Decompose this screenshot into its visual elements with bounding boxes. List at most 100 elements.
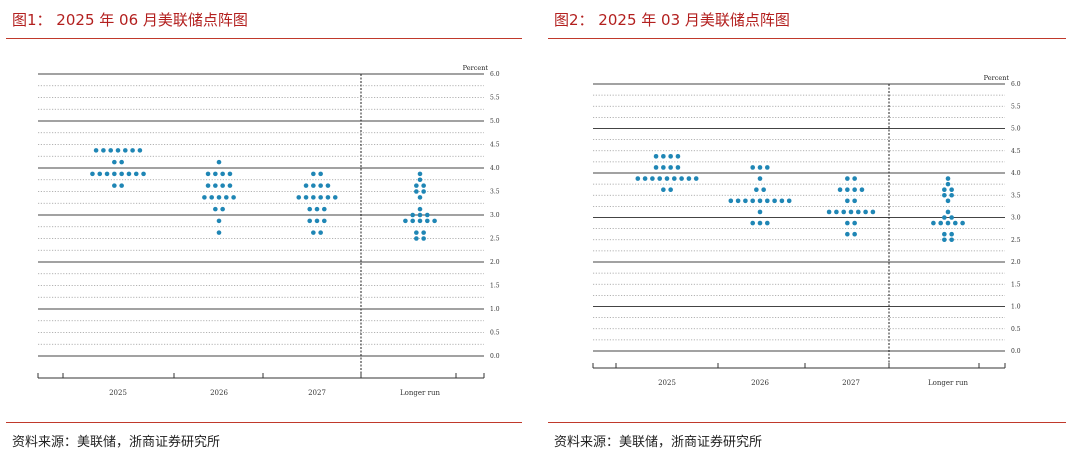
participant-dot — [945, 198, 951, 204]
participant-dot — [693, 176, 699, 181]
participant-dot — [772, 198, 777, 204]
x-tick-label: 2027 — [308, 389, 326, 397]
participant-dot — [205, 171, 211, 177]
participant-dot — [220, 183, 225, 188]
participant-dot — [837, 187, 843, 192]
y-tick-label: 5.5 — [490, 95, 500, 102]
participant-dot — [750, 220, 755, 226]
participant-dot — [216, 159, 222, 165]
participant-dot — [130, 148, 135, 153]
participant-dot — [414, 183, 419, 188]
participant-dot — [661, 187, 666, 192]
participant-dot — [93, 148, 99, 153]
y-tick-label: 0.5 — [490, 330, 500, 337]
y-tick-label: 1.5 — [1011, 281, 1021, 288]
participant-dot — [945, 220, 951, 226]
x-tick-label: Longer run — [928, 379, 968, 387]
participant-dot — [97, 171, 103, 177]
participant-dot — [425, 212, 430, 218]
participant-dot — [863, 209, 868, 215]
participant-dot — [332, 195, 338, 200]
participant-dot — [318, 230, 323, 235]
participant-dot — [657, 176, 662, 181]
participant-dot — [949, 215, 954, 220]
participant-dot — [642, 176, 648, 181]
participant-dot — [425, 218, 430, 224]
y-tick-label: 5.5 — [1011, 103, 1021, 110]
participant-dot — [841, 209, 846, 215]
participant-dot — [322, 206, 327, 212]
y-tick-label: 3.0 — [1011, 215, 1021, 222]
participant-dot — [231, 195, 236, 200]
participant-dot — [318, 183, 323, 188]
participant-dot — [325, 195, 331, 200]
participant-dot — [414, 189, 419, 194]
participant-dot — [141, 171, 146, 177]
participant-dot — [938, 220, 943, 226]
x-tick-label: 2026 — [751, 379, 769, 387]
participant-dot — [942, 237, 947, 243]
participant-dot — [311, 195, 316, 200]
y-tick-label: 3.5 — [1011, 192, 1021, 199]
participant-dot — [403, 218, 408, 224]
participant-dot — [322, 218, 327, 224]
participant-dot — [227, 171, 233, 177]
y-tick-label: 2.5 — [1011, 237, 1021, 244]
participant-dot — [845, 220, 850, 226]
y-tick-label: 1.0 — [490, 306, 500, 313]
participant-dot — [307, 206, 313, 212]
participant-dot — [653, 165, 659, 170]
participant-dot — [205, 183, 211, 188]
participant-dot — [757, 198, 763, 204]
y-tick-label: 6.0 — [490, 71, 500, 78]
participant-dot — [757, 209, 763, 215]
y-tick-label: 5.0 — [490, 118, 500, 125]
participant-dot — [834, 209, 839, 215]
y-tick-label: 0.0 — [1011, 348, 1021, 355]
participant-dot — [417, 171, 423, 177]
participant-dot — [661, 165, 666, 170]
x-tick-label: 2025 — [109, 389, 127, 397]
participant-dot — [942, 192, 947, 198]
participant-dot — [949, 192, 954, 198]
participant-dot — [432, 218, 437, 224]
participant-dot — [679, 176, 684, 181]
participant-dot — [953, 220, 958, 226]
participant-dot — [209, 195, 214, 200]
participant-dot — [414, 230, 419, 235]
participant-dot — [852, 187, 857, 192]
participant-dot — [945, 209, 951, 215]
participant-dot — [728, 198, 734, 204]
participant-dot — [104, 171, 110, 177]
participant-dot — [224, 195, 229, 200]
y-tick-label: 4.0 — [1011, 170, 1021, 177]
participant-dot — [303, 195, 309, 200]
participant-dot — [296, 195, 302, 200]
participant-dot — [845, 198, 850, 204]
participant-dot — [137, 148, 143, 153]
participant-dot — [123, 148, 128, 153]
participant-dot — [686, 176, 692, 181]
y-tick-label: 0.5 — [1011, 326, 1021, 333]
participant-dot — [856, 209, 861, 215]
participant-dot — [765, 165, 770, 170]
participant-dot — [126, 171, 132, 177]
participant-dot — [119, 183, 124, 188]
y-tick-label: 6.0 — [1011, 81, 1021, 88]
source-rule — [548, 422, 1066, 423]
participant-dot — [216, 218, 222, 224]
unit-label: Percent — [984, 74, 1010, 82]
participant-dot — [668, 187, 673, 192]
participant-dot — [949, 231, 954, 237]
source-note: 资料来源：美联储，浙商证券研究所 — [12, 435, 221, 450]
y-tick-label: 3.0 — [490, 212, 500, 219]
y-tick-label: 4.5 — [490, 142, 500, 149]
participant-dot — [761, 187, 766, 192]
participant-dot — [845, 187, 850, 192]
participant-dot — [845, 176, 850, 181]
participant-dot — [635, 176, 641, 181]
figure-panel-2: 图2： 2025 年 03 月美联储点阵图 0.0 0.5 1.0 1.5 2.0 2.5… — [548, 0, 1080, 458]
participant-dot — [325, 183, 331, 188]
participant-dot — [960, 220, 965, 226]
participant-dot — [675, 154, 681, 159]
